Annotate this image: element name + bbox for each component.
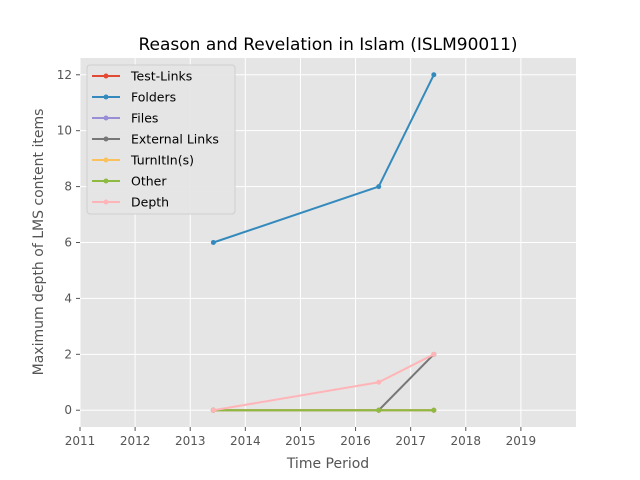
data-point-folders [376, 184, 381, 189]
data-point-folders [211, 240, 216, 245]
legend-label: TurnItIn(s) [130, 153, 194, 168]
x-tick-label: 2012 [120, 434, 151, 448]
x-tick-label: 2019 [506, 434, 537, 448]
legend-marker [104, 200, 109, 205]
data-point-folders [431, 72, 436, 77]
x-tick-label: 2011 [65, 434, 96, 448]
x-axis-label: Time Period [286, 456, 369, 472]
legend-marker [104, 95, 109, 100]
x-tick-label: 2014 [230, 434, 261, 448]
y-axis-label: Maximum depth of LMS content items [31, 109, 47, 376]
x-tick-label: 2018 [451, 434, 482, 448]
x-tick-label: 2015 [285, 434, 316, 448]
legend-marker [104, 116, 109, 121]
legend-marker [104, 179, 109, 184]
legend-label: Folders [131, 90, 176, 105]
legend-marker [104, 137, 109, 142]
x-tick-label: 2016 [340, 434, 371, 448]
x-tick-label: 2013 [175, 434, 206, 448]
y-tick-label: 12 [57, 68, 72, 82]
legend-marker [104, 158, 109, 163]
legend-label: Other [131, 174, 167, 189]
y-tick-label: 0 [64, 403, 72, 417]
y-tick-label: 4 [64, 291, 72, 305]
legend-label: Depth [131, 195, 169, 210]
data-point-depth [211, 408, 216, 413]
y-tick-label: 2 [64, 347, 72, 361]
legend-marker [104, 74, 109, 79]
data-point-depth [376, 380, 381, 385]
y-tick-label: 6 [64, 236, 72, 250]
data-point-other [431, 408, 436, 413]
chart-title: Reason and Revelation in Islam (ISLM9001… [138, 35, 517, 55]
legend-label: External Links [131, 132, 219, 147]
data-point-depth [431, 352, 436, 357]
x-tick-label: 2017 [395, 434, 426, 448]
data-point-other [376, 408, 381, 413]
legend-label: Files [131, 111, 158, 126]
y-tick-label: 10 [57, 124, 72, 138]
legend-label: Test-Links [130, 69, 192, 84]
y-tick-label: 8 [64, 180, 72, 194]
